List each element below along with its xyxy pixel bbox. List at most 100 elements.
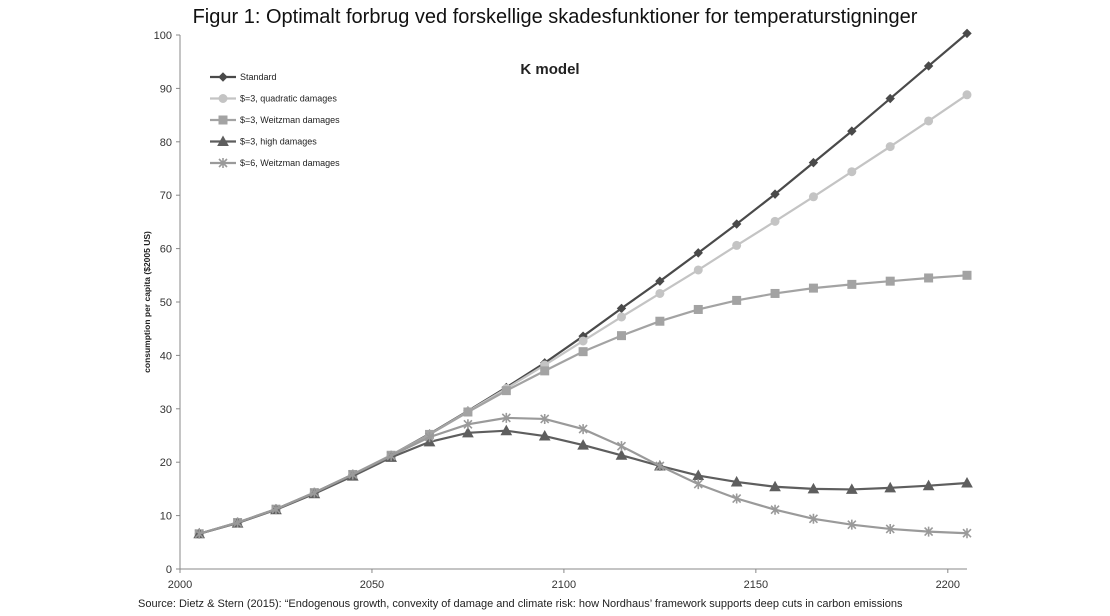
source-note: Source: Dietz & Stern (2015): “Endogenou…	[138, 598, 903, 610]
data-point	[578, 347, 588, 357]
data-point	[463, 419, 473, 430]
data-point	[808, 513, 819, 524]
y-axis-ticks: 0 10 20 30 40 50 60 70 80 90 100	[154, 30, 180, 576]
data-point	[885, 142, 895, 152]
data-point	[462, 426, 474, 438]
data-point	[540, 413, 550, 424]
data-point	[885, 523, 895, 534]
y-tick-label: 100	[154, 30, 172, 42]
data-point	[500, 424, 513, 436]
series-5	[194, 412, 972, 539]
figure-title: Figur 1: Optimalt forbrug ved forskellig…	[192, 6, 918, 28]
x-tick-label: 2050	[360, 579, 384, 591]
x-tick-label: 2200	[936, 579, 960, 591]
data-point	[922, 479, 935, 491]
legend-marker	[217, 135, 229, 146]
data-point	[924, 273, 934, 283]
legend-marker	[218, 94, 228, 103]
data-point	[540, 366, 550, 376]
data-point	[424, 432, 435, 443]
data-point	[194, 528, 204, 539]
data-point	[962, 90, 972, 100]
legend-item: $=6, Weitzman damages	[210, 158, 340, 168]
data-point	[730, 475, 743, 487]
data-point	[770, 288, 780, 298]
data-point	[655, 460, 665, 471]
data-point	[501, 386, 511, 396]
data-point	[924, 526, 934, 537]
y-tick-label: 50	[160, 297, 172, 309]
legend-label: $=3, quadratic damages	[240, 94, 337, 104]
data-point	[655, 276, 665, 286]
data-point	[845, 483, 858, 494]
y-tick-label: 20	[160, 457, 172, 469]
y-tick-label: 90	[160, 83, 172, 95]
data-point	[732, 295, 742, 305]
data-point	[693, 265, 703, 275]
y-tick-label: 10	[160, 511, 172, 523]
data-point	[808, 157, 819, 168]
data-point	[386, 450, 396, 461]
data-point	[884, 481, 897, 493]
data-point	[847, 279, 857, 289]
data-point	[616, 303, 627, 314]
data-point	[616, 312, 626, 322]
data-point	[578, 336, 588, 346]
data-point	[233, 517, 243, 528]
data-point	[309, 487, 319, 498]
data-point	[463, 407, 473, 417]
legend-item: Standard	[210, 72, 277, 82]
data-point	[577, 439, 589, 450]
legend-item: $=3, high damages	[210, 135, 317, 147]
data-point	[770, 504, 780, 515]
data-point	[847, 167, 857, 177]
data-point	[655, 316, 665, 326]
legend-item: $=3, Weitzman damages	[210, 115, 340, 125]
data-point	[923, 61, 934, 71]
data-point	[578, 424, 588, 435]
legend-marker	[218, 115, 228, 125]
y-tick-label: 70	[160, 190, 172, 202]
data-point	[731, 219, 742, 229]
data-point	[770, 189, 780, 199]
data-point	[732, 493, 742, 504]
data-point	[808, 192, 818, 202]
data-point	[808, 283, 818, 293]
data-point	[885, 93, 895, 104]
y-tick-label: 60	[160, 244, 172, 256]
series-line	[198, 416, 968, 535]
data-point	[807, 482, 820, 494]
data-point	[538, 430, 551, 441]
data-point	[770, 216, 780, 226]
data-point	[693, 479, 703, 490]
legend-label: Standard	[240, 72, 277, 82]
data-point	[615, 449, 628, 460]
data-point	[962, 28, 972, 39]
data-point	[847, 519, 857, 530]
legend: Standard $=3, quadratic damages $=3, Weitz…	[210, 72, 340, 168]
y-tick-label: 40	[160, 350, 172, 362]
data-point	[348, 469, 358, 480]
series-layer	[193, 28, 973, 539]
data-point	[885, 276, 895, 286]
legend-label: $=3, high damages	[240, 137, 317, 147]
legend-item: $=3, quadratic damages	[210, 94, 337, 104]
chart-title: K model	[520, 61, 579, 78]
data-point	[616, 441, 627, 452]
data-point	[693, 248, 703, 258]
y-tick-label: 30	[160, 404, 172, 416]
data-point	[962, 528, 972, 539]
data-point	[924, 116, 934, 126]
data-point	[501, 412, 511, 423]
x-tick-label: 2150	[744, 579, 768, 591]
data-point	[655, 288, 665, 298]
y-tick-label: 0	[166, 564, 172, 576]
x-tick-label: 2000	[168, 579, 192, 591]
y-axis-label: consumption per capita ($2005 US)	[142, 231, 152, 373]
data-point	[693, 304, 703, 314]
legend-marker	[218, 72, 228, 82]
data-point	[961, 476, 973, 488]
x-tick-label: 2100	[552, 579, 576, 591]
x-axis-ticks: 2000 2050 2100 2150 2200	[168, 569, 960, 591]
